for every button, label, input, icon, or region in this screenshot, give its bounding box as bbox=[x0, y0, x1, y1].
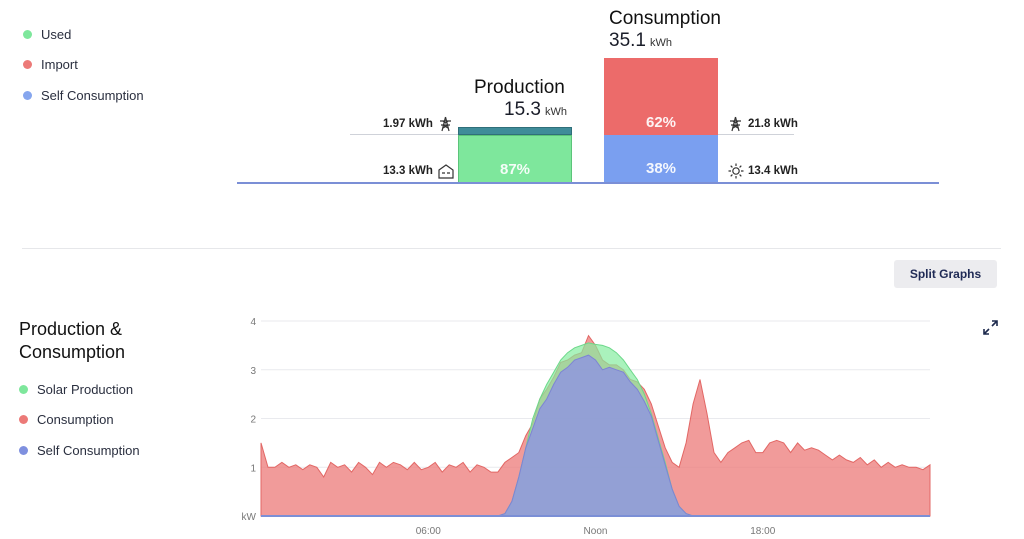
consumption-self-bar: 38% bbox=[604, 135, 718, 183]
legend-item-solar-production: Solar Production bbox=[19, 374, 140, 405]
production-consumption-chart: 4 3 2 1 kW 06:00 Noon 18:00 bbox=[242, 317, 931, 537]
production-export-bar bbox=[458, 127, 572, 135]
graph-legend: Solar Production Consumption Self Consum… bbox=[19, 374, 140, 466]
consumption-solar-label: 13.4 kWh bbox=[748, 165, 798, 177]
production-used-bar: 87% bbox=[458, 135, 572, 183]
y-tick-label: 4 bbox=[250, 317, 256, 328]
graph-title-line2: Consumption bbox=[19, 342, 126, 362]
split-graphs-button[interactable]: Split Graphs bbox=[894, 260, 997, 288]
consumption-import-label: 21.8 kWh bbox=[748, 118, 798, 130]
production-unit: kWh bbox=[544, 106, 567, 118]
sun-icon bbox=[728, 163, 744, 184]
self-consumption-area bbox=[261, 354, 930, 517]
power-pylon-icon bbox=[728, 116, 743, 137]
consumption-import-pct: 62% bbox=[645, 114, 677, 131]
x-tick-label: 18:00 bbox=[750, 526, 775, 537]
graph-title: Production & Consumption bbox=[19, 318, 125, 364]
legend-item-used: Used bbox=[23, 19, 144, 50]
production-value: 15.3 bbox=[504, 99, 541, 120]
legend-item-import: Import bbox=[23, 50, 144, 81]
production-self-label: 13.3 kWh bbox=[383, 165, 433, 177]
consumption-divider-line bbox=[718, 134, 794, 135]
consumption-unit: kWh bbox=[649, 37, 672, 49]
consumption-total: 35.1 kWh bbox=[609, 30, 672, 52]
section-divider bbox=[22, 248, 1001, 249]
y-tick-label: 3 bbox=[250, 366, 256, 377]
legend-item-self-consumption-graph: Self Consumption bbox=[19, 435, 140, 466]
y-tick-label: 1 bbox=[250, 463, 256, 474]
consumption-self-pct: 38% bbox=[645, 160, 677, 177]
legend-item-consumption: Consumption bbox=[19, 405, 140, 436]
self-consumption-graph-dot-icon bbox=[19, 445, 28, 455]
expand-icon[interactable] bbox=[982, 319, 999, 336]
self-consumption-dot-icon bbox=[23, 90, 32, 100]
house-icon bbox=[437, 163, 455, 184]
production-export-label: 1.97 kWh bbox=[383, 118, 433, 130]
summary-baseline bbox=[237, 182, 939, 184]
production-divider-line bbox=[350, 134, 458, 135]
power-pylon-icon bbox=[438, 116, 453, 137]
import-dot-icon bbox=[23, 60, 32, 70]
consumption-dot-icon bbox=[19, 415, 28, 425]
graph-title-line1: Production & bbox=[19, 319, 123, 339]
legend-item-self-consumption: Self Consumption bbox=[23, 80, 144, 111]
production-title: Production bbox=[474, 77, 565, 98]
consumption-import-bar: 62% bbox=[604, 58, 718, 135]
consumption-value: 35.1 bbox=[609, 30, 646, 51]
y-axis-unit-label: kW bbox=[242, 512, 257, 523]
x-tick-label: 06:00 bbox=[416, 526, 441, 537]
x-tick-label: Noon bbox=[584, 526, 608, 537]
solar-production-dot-icon bbox=[19, 384, 28, 394]
production-used-pct: 87% bbox=[499, 161, 531, 178]
y-tick-label: 2 bbox=[250, 415, 256, 426]
production-total: 15.3 kWh bbox=[504, 99, 567, 121]
summary-legend: Used Import Self Consumption bbox=[23, 19, 144, 111]
consumption-title: Consumption bbox=[609, 8, 721, 29]
used-dot-icon bbox=[23, 29, 32, 39]
